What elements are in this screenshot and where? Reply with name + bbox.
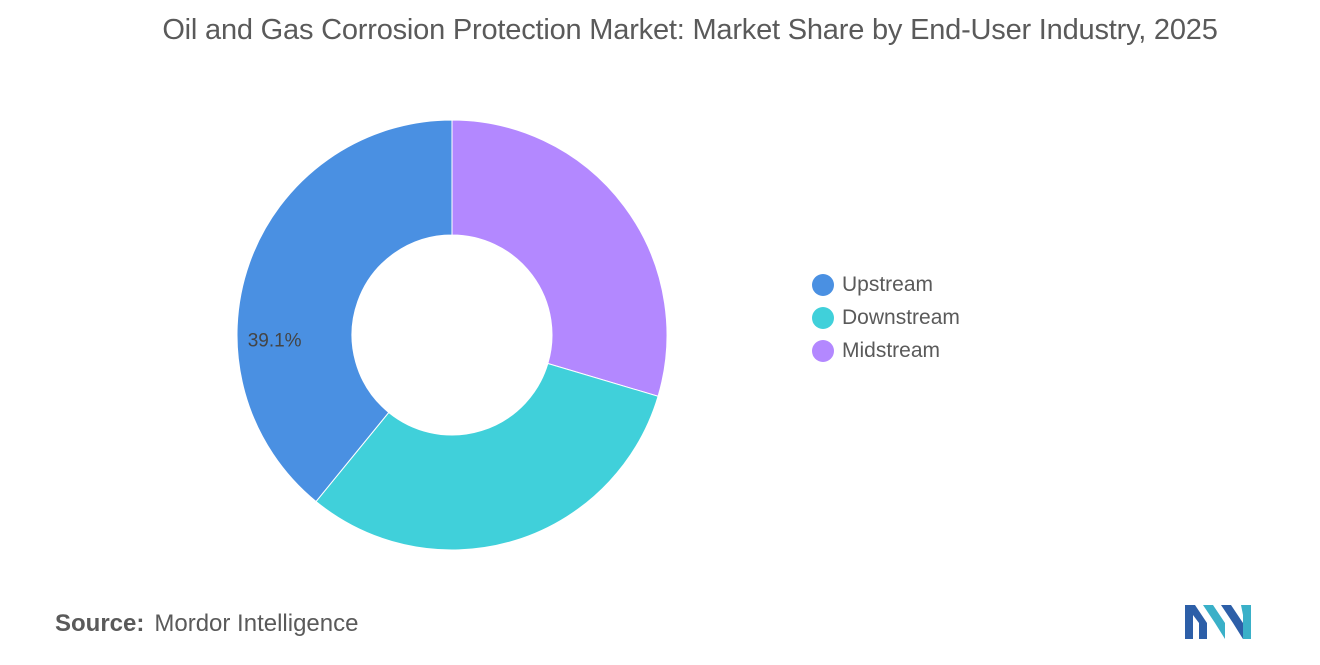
legend-item-upstream[interactable]: Upstream xyxy=(812,268,960,301)
data-label-upstream: 39.1% xyxy=(248,331,302,352)
legend-swatch-midstream xyxy=(812,339,834,362)
source-label: Source: xyxy=(55,610,145,637)
slice-downstream[interactable] xyxy=(315,362,659,551)
source-value: Mordor Intelligence xyxy=(154,610,359,637)
legend-swatch-downstream xyxy=(812,306,834,329)
legend-swatch-upstream xyxy=(812,273,834,296)
mordor-logo-icon xyxy=(1185,605,1251,639)
legend-item-downstream[interactable]: Downstream xyxy=(812,301,960,334)
slice-upstream[interactable] xyxy=(236,119,453,503)
source-note: Source: Mordor Intelligence xyxy=(55,610,358,638)
donut-chart: 39.1% xyxy=(236,119,668,551)
legend-item-midstream[interactable]: Midstream xyxy=(812,334,960,367)
legend-label-midstream: Midstream xyxy=(842,338,941,362)
slice-midstream[interactable] xyxy=(451,119,668,397)
chart-title: Oil and Gas Corrosion Protection Market:… xyxy=(162,14,1218,46)
legend-label-upstream: Upstream xyxy=(842,272,934,296)
chart-legend: Upstream Downstream Midstream xyxy=(812,268,960,367)
legend-label-downstream: Downstream xyxy=(842,305,960,329)
